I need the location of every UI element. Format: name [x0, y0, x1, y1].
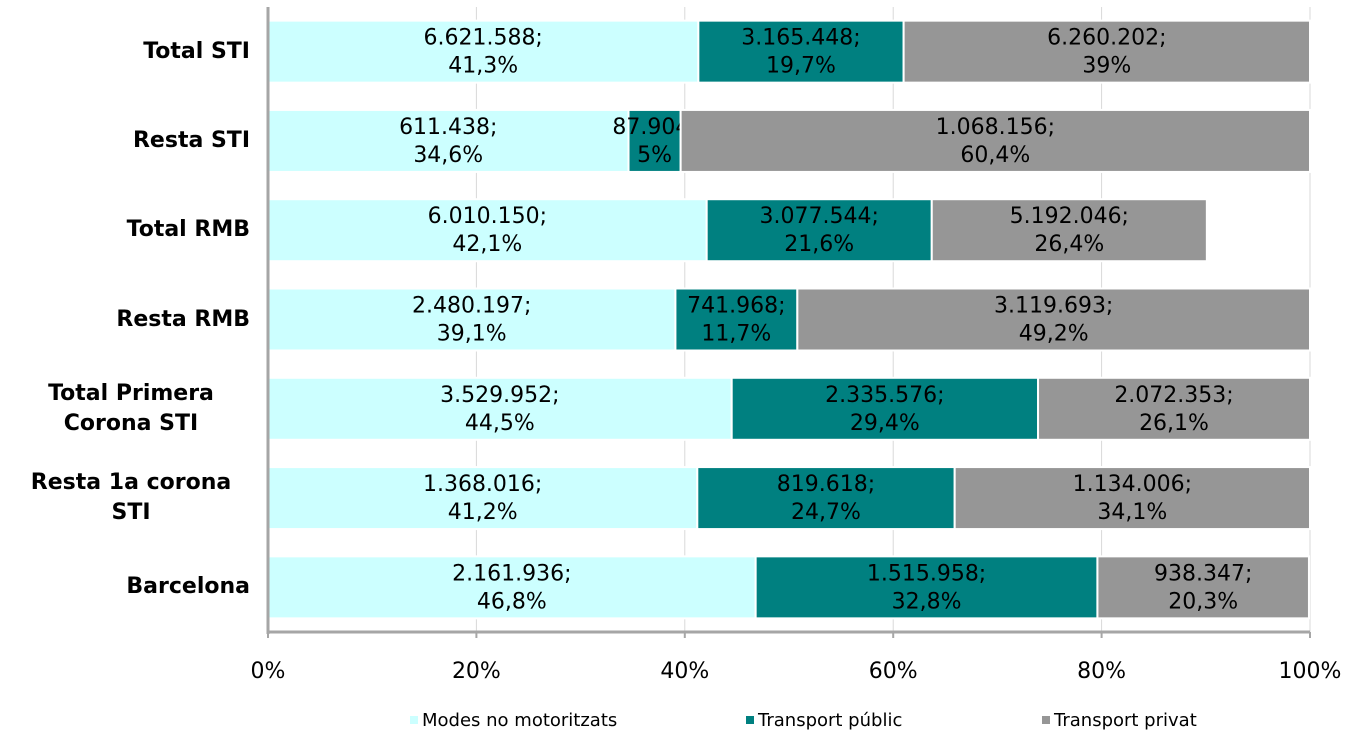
legend-swatch	[410, 716, 418, 724]
legend-label: Transport privat	[1053, 710, 1197, 731]
category-label: Total RMB	[0, 190, 250, 270]
data-label: 41,2%	[448, 500, 518, 525]
category-label-text: Total RMB	[126, 217, 250, 243]
bar-segment	[267, 19, 700, 84]
bar-segment	[697, 19, 905, 84]
category-label-box: Barcelona	[0, 547, 250, 627]
category-label-box: Total RMB	[0, 190, 250, 270]
data-label: 21,6%	[784, 232, 854, 257]
x-tick-label: 80%	[1077, 659, 1126, 684]
data-label: 34,6%	[413, 143, 483, 168]
data-label: 2.072.353;	[1114, 383, 1233, 408]
legend-swatch	[746, 716, 754, 724]
data-label: 46,8%	[477, 589, 547, 614]
x-tick-label: 100%	[1279, 659, 1342, 684]
data-label: 1.368.016;	[423, 472, 542, 497]
data-label: 2.480.197;	[412, 294, 531, 319]
data-label: 3.077.544;	[760, 204, 879, 229]
legend-label: Transport públic	[757, 710, 902, 731]
data-label: 6.010.150;	[428, 204, 547, 229]
data-label: 34,1%	[1097, 500, 1167, 525]
category-label-box: Total Primera Corona STI	[0, 369, 250, 449]
data-label: 60,4%	[960, 143, 1030, 168]
bar-segment	[730, 376, 1040, 441]
bar-segment	[696, 466, 956, 531]
data-label: 26,1%	[1139, 411, 1209, 436]
category-label: Total STI	[0, 12, 250, 92]
data-label: 11,7%	[701, 322, 771, 347]
data-label: 39,1%	[437, 322, 507, 347]
bar-segment	[267, 555, 757, 620]
data-label: 39%	[1082, 54, 1131, 79]
data-label: 41,3%	[448, 54, 518, 79]
data-label: 611.438;	[399, 115, 497, 140]
data-label: 44,5%	[465, 411, 535, 436]
data-label: 6.621.588;	[423, 26, 542, 51]
category-label-text: Total Primera Corona STI	[48, 380, 214, 436]
category-label-box: Total STI	[0, 12, 250, 92]
x-tick-label: 60%	[869, 659, 918, 684]
x-tick-label: 0%	[251, 659, 286, 684]
category-label-text: Barcelona	[126, 574, 250, 600]
data-label: 741.968;	[687, 294, 785, 319]
x-tick-label: 20%	[452, 659, 501, 684]
category-label: Resta RMB	[0, 280, 250, 360]
data-label: 20,3%	[1168, 589, 1238, 614]
bar-segment	[705, 198, 933, 263]
data-label: 42,1%	[452, 232, 522, 257]
bar-segment	[754, 555, 1099, 620]
data-label: 3.165.448;	[741, 26, 860, 51]
data-label: 29,4%	[850, 411, 920, 436]
bar-segment	[796, 287, 1311, 352]
legend-swatch	[1042, 716, 1050, 724]
category-label: Total Primera Corona STI	[0, 369, 250, 449]
bar-segment	[267, 108, 630, 173]
data-label: 5%	[637, 143, 672, 168]
category-label-box: Resta 1a corona STI	[0, 458, 250, 538]
bar-segment	[953, 466, 1311, 531]
bar-segment	[1037, 376, 1311, 441]
bar-segment	[679, 108, 1311, 173]
category-label-text: Resta RMB	[116, 306, 250, 332]
data-label: 3.119.693;	[994, 294, 1113, 319]
data-label: 6.260.202;	[1047, 26, 1166, 51]
category-label-text: Resta STI	[132, 127, 250, 153]
data-label: 49,2%	[1019, 322, 1089, 347]
data-label: 5.192.046;	[1010, 204, 1129, 229]
data-label: 24,7%	[791, 500, 861, 525]
category-label-text: Total STI	[143, 38, 250, 64]
data-label: 32,8%	[892, 589, 962, 614]
category-label: Resta STI	[0, 101, 250, 181]
category-label-text: Resta 1a corona STI	[30, 470, 232, 526]
bar-segment	[267, 198, 708, 263]
bar-segment	[674, 287, 799, 352]
x-tick-label: 40%	[660, 659, 709, 684]
data-label: 3.529.952;	[440, 383, 559, 408]
data-label: 2.335.576;	[825, 383, 944, 408]
data-label: 2.161.936;	[452, 561, 571, 586]
bar-segment	[1096, 555, 1310, 620]
bar-segment	[930, 198, 1208, 263]
bar-segment	[902, 19, 1311, 84]
data-label: 1.068.156;	[936, 115, 1055, 140]
data-label: 938.347;	[1154, 561, 1252, 586]
data-label: 19,7%	[766, 54, 836, 79]
bar-segment	[627, 108, 682, 173]
legend-label: Modes no motoritzats	[422, 710, 617, 731]
category-label: Barcelona	[0, 547, 250, 627]
data-label: 26,4%	[1034, 232, 1104, 257]
category-label: Resta 1a corona STI	[0, 458, 250, 538]
data-label: 819.618;	[777, 472, 875, 497]
data-label: 1.134.006;	[1073, 472, 1192, 497]
category-label-box: Resta STI	[0, 101, 250, 181]
data-label: 1.515.958;	[867, 561, 986, 586]
category-label-box: Resta RMB	[0, 280, 250, 360]
